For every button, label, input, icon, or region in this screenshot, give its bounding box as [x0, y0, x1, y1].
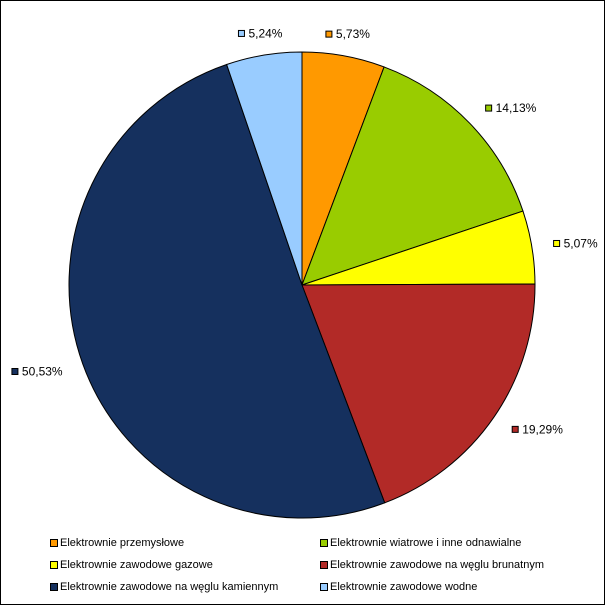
legend-swatch [50, 539, 58, 547]
data-label-2: 5,07% [553, 236, 598, 250]
data-label-1: 14,13% [485, 101, 537, 115]
legend-swatch [320, 539, 328, 547]
legend-item-4: Elektrownie zawodowe na węglu kamiennym [50, 581, 320, 593]
data-label-marker [237, 29, 245, 37]
legend-swatch [320, 583, 328, 591]
data-label-text: 14,13% [496, 101, 537, 115]
legend-label: Elektrownie zawodowe gazowe [60, 559, 213, 571]
pie-slice-5 [226, 51, 303, 286]
legend-swatch [320, 561, 328, 569]
legend-label: Elektrownie zawodowe na węglu brunatnym [330, 559, 545, 571]
legend-swatch [50, 561, 58, 569]
data-label-text: 5,07% [564, 236, 598, 250]
legend-label: Elektrownie zawodowe wodne [330, 581, 478, 593]
legend-item-2: Elektrownie zawodowe gazowe [50, 559, 320, 571]
legend-swatch [50, 583, 58, 591]
data-label-marker [485, 104, 493, 112]
legend-label: Elektrownie przemysłowe [60, 537, 185, 549]
legend-label: Elektrownie zawodowe na węglu kamiennym [60, 581, 279, 593]
data-label-text: 50,53% [22, 364, 63, 378]
data-label-4: 50,53% [11, 364, 63, 378]
data-label-marker [553, 239, 561, 247]
pie-slice-3 [301, 283, 536, 504]
legend-label: Elektrownie wiatrowe i inne odnawialne [330, 537, 522, 549]
pie-slice-4 [68, 63, 386, 519]
data-label-0: 5,73% [325, 27, 370, 41]
data-label-marker [11, 367, 19, 375]
chart-legend: Elektrownie przemysłowe Elektrownie wiatr… [50, 537, 590, 593]
data-label-text: 5,24% [248, 26, 282, 40]
legend-item-3: Elektrownie zawodowe na węglu brunatnym [320, 559, 590, 571]
data-label-text: 19,29% [522, 422, 563, 436]
data-label-3: 19,29% [511, 422, 563, 436]
legend-item-1: Elektrownie wiatrowe i inne odnawialne [320, 537, 590, 549]
data-label-5: 5,24% [237, 26, 283, 40]
legend-item-5: Elektrownie zawodowe wodne [320, 581, 590, 593]
data-label-marker [511, 425, 519, 433]
legend-item-0: Elektrownie przemysłowe [50, 537, 320, 549]
pie-slice-1 [301, 66, 524, 286]
data-label-marker [325, 30, 333, 38]
data-label-text: 5,73% [336, 27, 370, 41]
